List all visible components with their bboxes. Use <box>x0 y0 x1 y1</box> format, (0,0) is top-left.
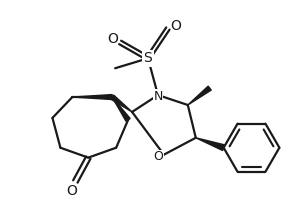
Text: O: O <box>153 150 163 163</box>
Polygon shape <box>111 95 132 112</box>
Text: S: S <box>144 51 152 65</box>
Polygon shape <box>196 138 225 151</box>
Polygon shape <box>112 97 130 121</box>
Polygon shape <box>72 95 112 100</box>
Text: O: O <box>171 19 181 32</box>
Text: N: N <box>153 90 163 103</box>
Text: O: O <box>108 32 118 46</box>
Text: O: O <box>66 184 77 198</box>
Polygon shape <box>188 86 211 105</box>
